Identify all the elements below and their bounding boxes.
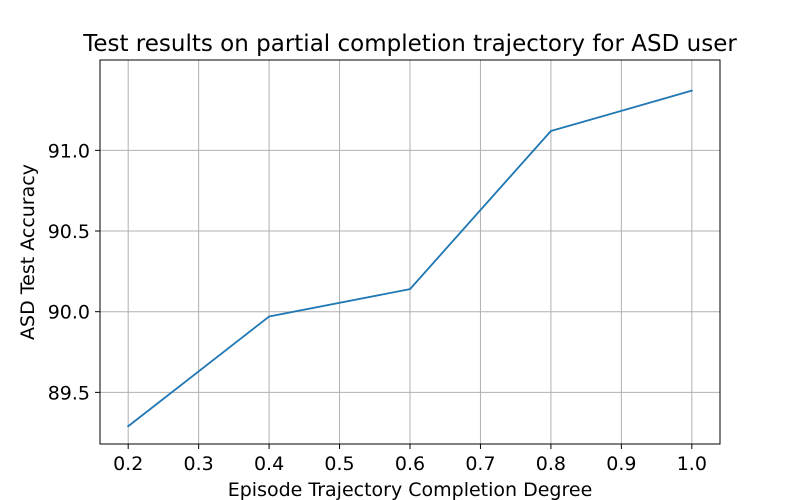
x-tick-label: 0.2 bbox=[113, 453, 143, 475]
x-tick-label: 0.3 bbox=[184, 453, 214, 475]
chart-title: Test results on partial completion traje… bbox=[82, 31, 737, 57]
series-layer bbox=[127, 89, 693, 428]
data-point bbox=[690, 89, 693, 92]
data-point bbox=[127, 425, 130, 428]
data-point bbox=[550, 130, 552, 132]
x-tick-label: 0.7 bbox=[465, 453, 495, 475]
x-tick-label: 1.0 bbox=[677, 453, 707, 475]
x-tick-label: 0.5 bbox=[324, 453, 354, 475]
y-tick-label: 90.5 bbox=[48, 221, 90, 243]
x-tick-label: 0.9 bbox=[606, 453, 636, 475]
y-tick-label: 89.5 bbox=[48, 382, 90, 404]
y-axis-label: ASD Test Accuracy bbox=[17, 164, 39, 340]
data-point bbox=[409, 288, 411, 291]
ticks: 0.2 0.3 0.4 0.5 0.6 0.7 0.8 0.9 1.0 89.5 90.0 90.5 9… bbox=[48, 140, 707, 475]
y-tick-label: 90.0 bbox=[48, 302, 90, 324]
x-axis-label: Episode Trajectory Completion Degree bbox=[228, 479, 593, 500]
data-point bbox=[268, 315, 270, 318]
y-tick-label: 91.0 bbox=[48, 140, 90, 162]
grid bbox=[100, 60, 720, 444]
x-tick-label: 0.6 bbox=[395, 453, 425, 475]
x-tick-label: 0.8 bbox=[536, 453, 566, 475]
x-tick-label: 0.4 bbox=[254, 453, 284, 475]
